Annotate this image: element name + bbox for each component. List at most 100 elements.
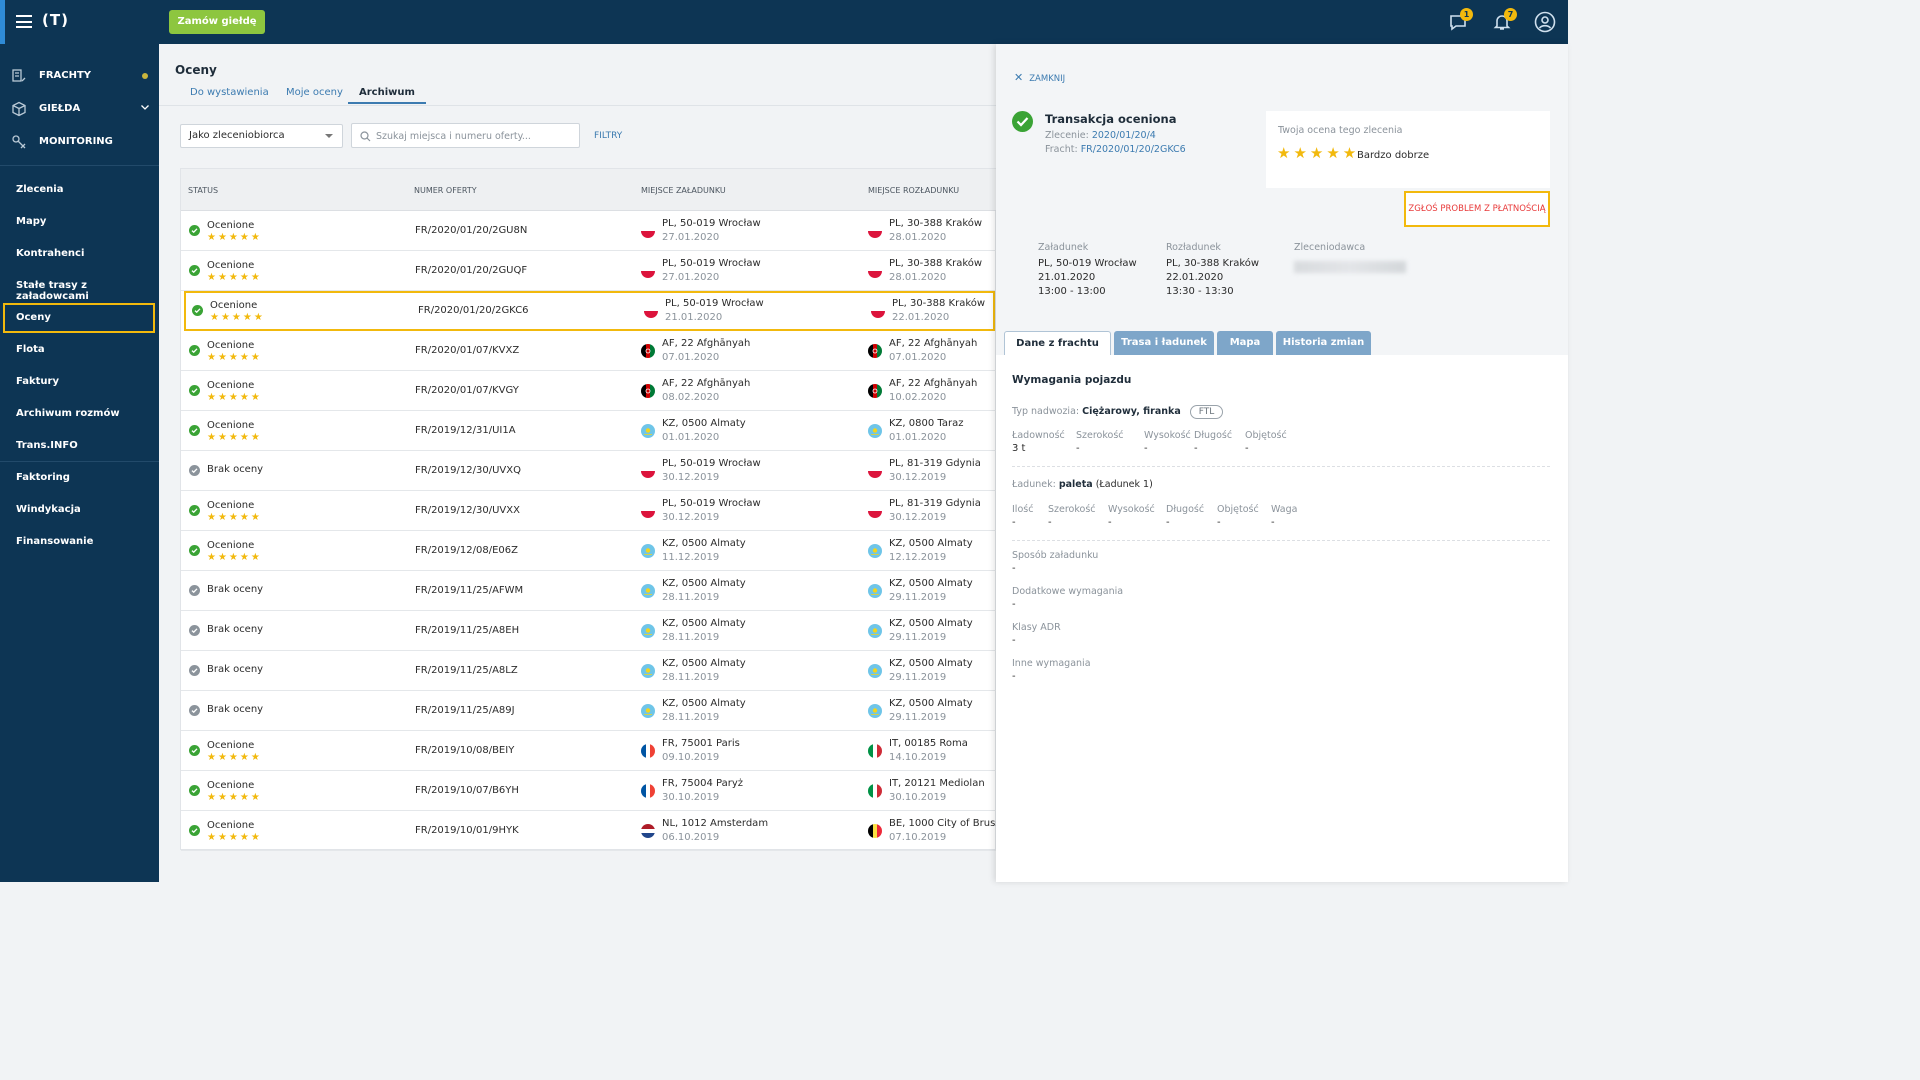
sidebar-item-chat-archive[interactable]: Archiwum rozmów bbox=[0, 398, 159, 430]
sidebar-main-label: MONITORING bbox=[39, 136, 113, 147]
hamburger-menu-icon[interactable] bbox=[16, 15, 32, 28]
table-row[interactable]: Ocenione ★★★★★ FR/2019/10/01/9HYK NL, 1012 … bbox=[181, 811, 1015, 851]
table-row[interactable]: Ocenione ★★★★★ FR/2020/01/20/2GUQF PL, 50-0… bbox=[181, 251, 997, 291]
place-date: 12.12.2019 bbox=[889, 552, 947, 563]
place-date: 07.01.2020 bbox=[889, 352, 947, 363]
place-date: 10.02.2020 bbox=[889, 392, 947, 403]
freight-link[interactable]: FR/2020/01/20/2GKC6 bbox=[1080, 144, 1186, 155]
status-check-icon bbox=[189, 705, 200, 716]
user-avatar-icon[interactable] bbox=[1534, 11, 1556, 33]
place-date: 01.01.2020 bbox=[889, 432, 947, 443]
status-check-icon bbox=[189, 505, 200, 516]
place-date: 21.01.2020 bbox=[665, 312, 723, 323]
place-date: 28.01.2020 bbox=[889, 232, 947, 243]
table-row[interactable]: Brak oceny FR/2019/11/25/AFWM KZ, 0500 Alm… bbox=[181, 571, 997, 611]
role-select[interactable]: Jako zleceniobiorca bbox=[180, 124, 343, 148]
tab-change-history[interactable]: Historia zmian bbox=[1276, 331, 1371, 355]
place-date: 30.12.2019 bbox=[889, 472, 947, 483]
status-check-icon bbox=[189, 225, 200, 236]
tab-route-cargo[interactable]: Trasa i ładunek bbox=[1114, 331, 1214, 355]
search-box[interactable] bbox=[351, 123, 580, 148]
flag-pl-icon bbox=[641, 264, 655, 278]
tab-map[interactable]: Mapa bbox=[1217, 331, 1273, 355]
table-row[interactable]: Ocenione ★★★★★ FR/2020/01/20/2GKC6 PL, 50-0… bbox=[184, 291, 995, 331]
sidebar-item-fleet[interactable]: Flota bbox=[0, 334, 159, 366]
table-row[interactable]: Brak oceny FR/2019/11/25/A8LZ KZ, 0500 Alm… bbox=[181, 651, 997, 691]
loading-place: PL, 50-019 Wrocław bbox=[1038, 258, 1137, 269]
sidebar-main-freights[interactable]: FRACHTY bbox=[0, 60, 159, 92]
table-row[interactable]: Ocenione ★★★★★ FR/2020/01/07/KVGY AF, 22 Af… bbox=[181, 371, 997, 411]
offer-number: FR/2019/11/25/A8EH bbox=[415, 625, 520, 636]
sidebar-item-orders[interactable]: Zlecenia bbox=[0, 174, 159, 206]
field-value: - bbox=[1012, 563, 1016, 574]
flag-af-icon bbox=[641, 344, 655, 358]
sidebar-item-debt-collection[interactable]: Windykacja bbox=[0, 494, 159, 526]
table-row[interactable]: Ocenione ★★★★★ FR/2019/10/07/B6YH FR, 75004… bbox=[181, 771, 997, 811]
place-name: KZ, 0500 Almaty bbox=[662, 698, 746, 709]
sidebar-item-fixed-routes[interactable]: Stałe trasy z załadowcami bbox=[0, 270, 159, 302]
sidebar-item-maps[interactable]: Mapy bbox=[0, 206, 159, 238]
filters-link[interactable]: FILTRY bbox=[594, 131, 623, 141]
table-row[interactable]: Ocenione ★★★★★ FR/2020/01/20/2GU8N PL, 50-0… bbox=[181, 211, 997, 251]
rating-stars: ★★★★★ bbox=[207, 392, 262, 403]
status-label: Brak oceny bbox=[207, 584, 264, 595]
app-logo[interactable]: (T) bbox=[42, 11, 69, 29]
search-input[interactable] bbox=[376, 128, 571, 144]
sidebar-main-monitoring[interactable]: MONITORING bbox=[0, 126, 159, 158]
freight-label: Fracht: bbox=[1045, 144, 1078, 155]
body-type-label: Typ nadwozia: bbox=[1012, 406, 1080, 417]
offer-number: FR/2019/10/08/BEIY bbox=[415, 745, 515, 756]
order-link[interactable]: 2020/01/20/4 bbox=[1091, 130, 1156, 141]
sidebar-main-exchange[interactable]: GIEŁDA bbox=[0, 93, 159, 125]
sidebar-item-label: Mapy bbox=[16, 216, 47, 227]
sidebar-main-label: GIEŁDA bbox=[39, 103, 81, 114]
sidebar-item-label: Windykacja bbox=[16, 504, 81, 515]
notifications-bell-icon[interactable]: 7 bbox=[1491, 8, 1517, 33]
tab-archive[interactable]: Archiwum bbox=[348, 87, 426, 104]
flag-fr-icon bbox=[641, 784, 655, 798]
place-name: KZ, 0800 Taraz bbox=[889, 418, 964, 429]
sidebar-item-label: Trans.INFO bbox=[16, 440, 78, 451]
status-label: Brak oceny bbox=[207, 464, 264, 475]
table-row[interactable]: Ocenione ★★★★★ FR/2019/10/08/BEIY FR, 75001… bbox=[181, 731, 997, 771]
close-panel-button[interactable]: ✕ ZAMKNIJ bbox=[1014, 71, 1065, 84]
sidebar-item-contractors[interactable]: Kontrahenci bbox=[0, 238, 159, 270]
messages-icon[interactable]: 1 bbox=[1447, 8, 1473, 33]
table-row[interactable]: Brak oceny FR/2019/11/25/A89J KZ, 0500 Alm… bbox=[181, 691, 997, 731]
column-unloading-place[interactable]: MIEJSCE ROZŁADUNKU bbox=[868, 186, 960, 195]
sidebar-item-trans-info[interactable]: Trans.INFO bbox=[0, 430, 159, 462]
place-name: AF, 22 Afghānyah bbox=[889, 338, 978, 349]
column-status[interactable]: STATUS bbox=[188, 186, 219, 195]
rating-text: Bardzo dobrze bbox=[1357, 150, 1430, 161]
offer-number: FR/2019/11/25/A89J bbox=[415, 705, 515, 716]
column-loading-place[interactable]: MIEJSCE ZAŁADUNKU bbox=[641, 186, 726, 195]
table-row[interactable]: Ocenione ★★★★★ FR/2020/01/07/KVXZ AF, 22 Af… bbox=[181, 331, 997, 371]
place-name: FR, 75004 Paryż bbox=[662, 778, 744, 789]
flag-fr-icon bbox=[641, 744, 655, 758]
sidebar-item-label: Stałe trasy z załadowcami bbox=[16, 280, 89, 302]
table-row[interactable]: Brak oceny FR/2019/12/30/UVXQ PL, 50-019 W… bbox=[181, 451, 997, 491]
table-row[interactable]: Ocenione ★★★★★ FR/2019/12/30/UVXX PL, 50-01… bbox=[181, 491, 997, 531]
sidebar-item-label: Archiwum rozmów bbox=[16, 408, 120, 419]
column-offer-number[interactable]: NUMER OFERTY bbox=[414, 186, 477, 195]
loading-time: 13:00 - 13:00 bbox=[1038, 286, 1106, 297]
status-check-icon bbox=[189, 825, 200, 836]
table-row[interactable]: Brak oceny FR/2019/11/25/A8EH KZ, 0500 Alm… bbox=[181, 611, 997, 651]
table-row[interactable]: Ocenione ★★★★★ FR/2019/12/08/E06Z KZ, 0500 … bbox=[181, 531, 997, 571]
place-name: PL, 30-388 Kraków bbox=[889, 218, 983, 229]
status-check-icon bbox=[189, 625, 200, 636]
order-exchange-button[interactable]: Zamów giełdę bbox=[169, 10, 265, 34]
sidebar-item-ratings[interactable]: Oceny bbox=[3, 303, 155, 333]
tab-to-issue[interactable]: Do wystawienia bbox=[190, 87, 269, 98]
sidebar-item-invoices[interactable]: Faktury bbox=[0, 366, 159, 398]
sidebar-item-factoring[interactable]: Faktoring bbox=[0, 462, 159, 494]
sidebar-item-financing[interactable]: Finansowanie bbox=[0, 526, 159, 558]
report-payment-problem-button[interactable]: ZGŁOŚ PROBLEM Z PŁATNOŚCIĄ bbox=[1404, 191, 1550, 227]
place-name: KZ, 0500 Almaty bbox=[662, 658, 746, 669]
spec-label: Waga bbox=[1271, 504, 1298, 515]
tab-freight-data[interactable]: Dane z frachtu bbox=[1004, 331, 1111, 356]
tab-my-ratings[interactable]: Moje oceny bbox=[286, 87, 343, 98]
top-bar: (T) Zamów giełdę 1 7 bbox=[0, 0, 1568, 44]
status-label: Ocenione bbox=[207, 820, 255, 831]
table-row[interactable]: Ocenione ★★★★★ FR/2019/12/31/UI1A KZ, 0500 … bbox=[181, 411, 997, 451]
